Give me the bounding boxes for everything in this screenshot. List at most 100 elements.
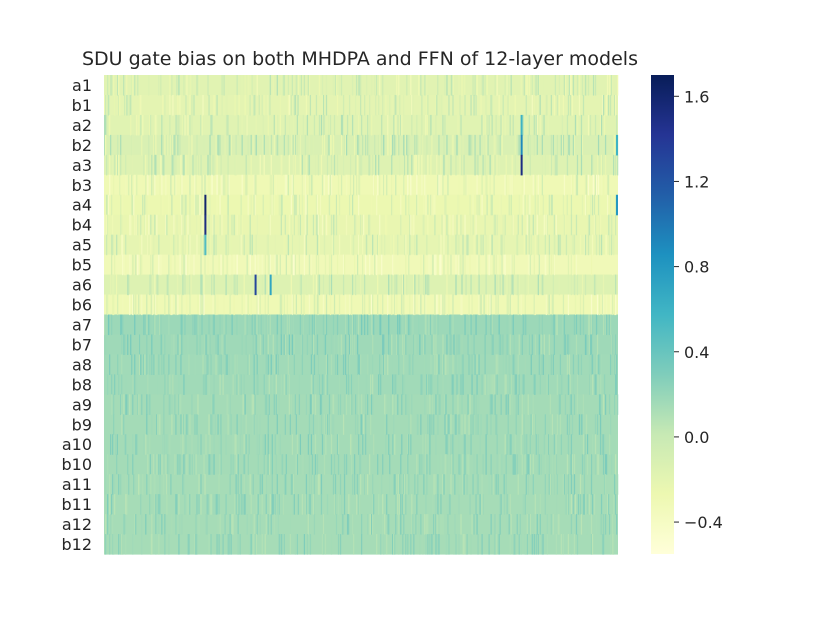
heatmap-cell [598,154,601,176]
heatmap-cell [403,94,405,116]
heatmap-cell [207,354,209,375]
heatmap-cell [150,234,152,256]
heatmap-cell [380,314,382,336]
heatmap-cell [237,514,239,535]
heatmap-cell [150,314,152,336]
heatmap-cell [302,314,305,336]
heatmap-cell [411,514,413,535]
heatmap-cell [570,274,573,296]
heatmap-cell [232,214,234,236]
colorbar-tick-label: 1.6 [684,87,709,106]
heatmap-cell [298,374,301,395]
heatmap-cell [332,474,335,495]
heatmap-cell [325,414,328,435]
heatmap-cell [529,154,531,176]
heatmap-cell [148,214,150,236]
heatmap-cell [184,274,186,296]
heatmap-cell [250,194,252,216]
heatmap-cell [450,474,452,495]
heatmap-cell [344,354,347,375]
heatmap-cell [429,434,431,455]
heatmap-cell [113,534,115,555]
heatmap-cell-notable [204,234,207,256]
heatmap-cell [590,194,593,216]
heatmap-cell [125,154,127,176]
heatmap-cell [226,194,228,216]
heatmap-cell [301,154,304,176]
heatmap-cell [197,194,199,216]
heatmap-cell [607,174,610,196]
heatmap-cell [118,75,120,96]
heatmap-cell [308,134,311,156]
heatmap-cell [494,394,496,415]
heatmap-cell [116,454,118,475]
heatmap-cell [406,134,408,156]
heatmap-cell [144,194,146,216]
heatmap-cell [280,374,282,395]
heatmap-cell [529,434,531,455]
heatmap-cell [241,114,243,136]
heatmap-cell [216,294,218,316]
heatmap-cell [194,354,196,375]
heatmap-cell [556,154,559,176]
heatmap-cell [599,114,602,136]
heatmap-cell [581,75,584,96]
heatmap-cell [278,394,280,415]
heatmap-cell [531,334,533,356]
heatmap-cell [536,134,538,156]
heatmap-cell [599,514,602,535]
heatmap-cell [212,274,214,296]
heatmap-cell [584,234,587,256]
heatmap-cell [180,434,182,455]
heatmap-cell [107,94,109,116]
heatmap-cell [267,114,269,136]
heatmap-cell [422,534,424,555]
heatmap-cell [220,454,222,475]
heatmap-cell [472,474,474,495]
heatmap-cell [125,174,127,196]
heatmap-cell [406,394,408,415]
heatmap-cell [203,294,205,316]
heatmap-cell [482,114,484,136]
heatmap-cell [245,154,247,176]
heatmap-cell [336,434,339,455]
heatmap-cell [225,314,227,336]
heatmap-cell [107,294,109,316]
heatmap-cell [484,75,486,96]
heatmap-cell [132,134,134,156]
heatmap-cell [120,534,122,555]
heatmap-cell [272,75,274,96]
heatmap-cell [237,534,239,555]
heatmap-cell [490,414,492,435]
heatmap-cell [456,134,458,156]
heatmap-cell [248,434,250,455]
heatmap-cell [524,294,526,316]
heatmap-cell [434,294,436,316]
heatmap-cell [312,414,315,435]
heatmap-cell [166,374,168,395]
heatmap-cell [578,94,581,116]
heatmap-cell [136,434,138,455]
heatmap-cell [278,194,280,216]
heatmap-cell [163,354,165,375]
heatmap-cell [320,394,323,415]
heatmap-cell [450,154,452,176]
heatmap-cell [603,474,606,495]
heatmap-cell [320,494,323,515]
heatmap-cell [610,454,613,475]
heatmap-cell [438,75,440,96]
heatmap-cell [187,334,189,356]
heatmap-cell [386,414,388,435]
heatmap-cell [614,94,617,116]
heatmap-cell [553,334,556,356]
heatmap-cell [140,354,142,375]
heatmap-cell [268,374,270,395]
heatmap-cell [566,414,569,435]
heatmap-cell [377,154,379,176]
heatmap-cell [411,494,413,515]
heatmap-cell [350,434,353,455]
heatmap-cell [490,314,492,336]
heatmap-cell [372,154,374,176]
heatmap-cell [455,354,457,375]
heatmap-cell [379,174,381,196]
